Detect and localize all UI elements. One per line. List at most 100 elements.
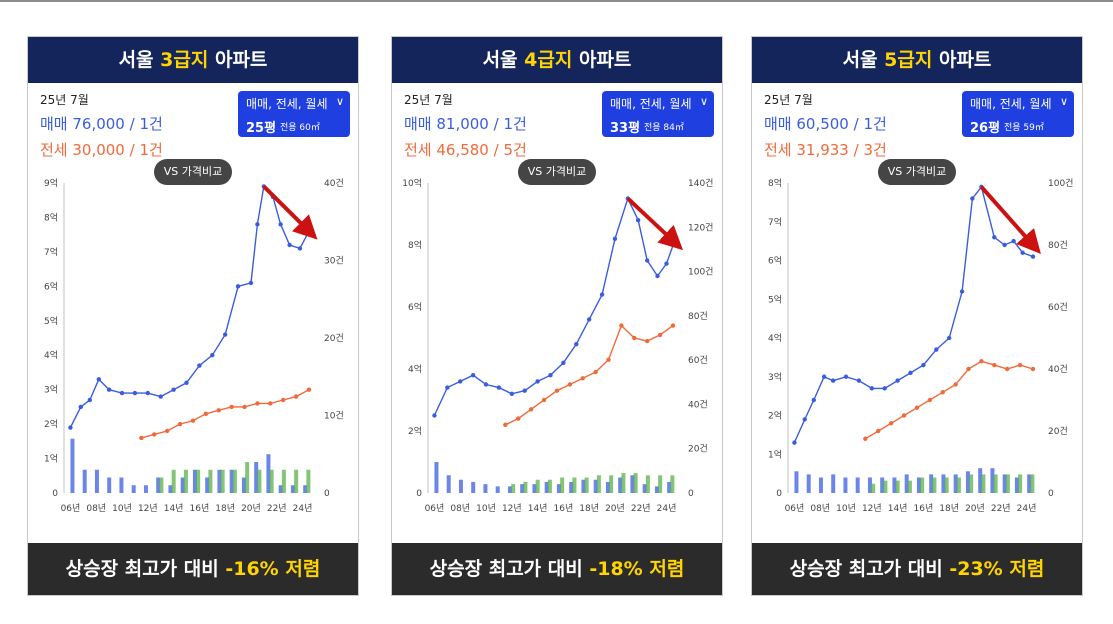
y-right-tick-label: 60건 [1048,302,1068,313]
sale-point [68,425,73,430]
sale-point [869,386,875,391]
x-tick-label: 12년 [138,503,158,514]
panel-5th-tier: 서울 5급지 아파트 25년 7월 매매 60,500 / 1건 전세 31,9… [751,36,1083,596]
volume-bar [920,477,925,493]
price-chart: 0 1억 2억 3억 4억 5억 6억 7억 8억 0 20건 40건 60건 80건 100건 06년 08년… [768,177,1073,514]
sale-point [210,353,215,358]
volume-bar [266,454,271,493]
volume-bar [1018,474,1023,493]
sale-point [235,284,241,289]
footer-percent: -16% 저렴 [225,558,321,580]
jeonse-point [1017,362,1023,368]
jeonse-point [139,435,144,441]
jeonse-point [670,323,676,328]
sale-point [946,335,952,341]
footer-percent: -23% 저렴 [949,558,1045,580]
y-right-tick-label: 30건 [324,256,344,267]
filter-types: 매매, 전세, 월세 [610,97,692,111]
top-divider [0,0,1113,2]
x-tick-label: 18년 [579,503,599,514]
volume-bar [82,469,87,493]
month-label: 25년 7월 [764,93,813,107]
y-left-tick-label: 8억 [44,211,58,223]
filter-button[interactable]: 매매, 전세, 월세 ∨ 33평 전용 84㎡ [602,91,714,137]
header-suffix: 아파트 [208,49,268,71]
price-chart: 0 1억 2억 3억 4억 5억 6억 7억 8억 9억 0 10건 20건 30건 40건 06년 08년 10… [44,177,344,514]
jeonse-point [863,436,868,441]
volume-bar [281,469,286,493]
sale-point [895,378,900,383]
volume-bar [245,462,250,493]
y-right-tick-label: 40건 [324,178,344,189]
y-right-tick-label: 0 [324,489,330,499]
volume-bar [572,477,577,493]
filter-button[interactable]: 매매, 전세, 월세 ∨ 25평 전용 60㎡ [238,91,350,137]
volume-bar [883,480,888,493]
compare-button[interactable]: VS 가격비교 [878,159,956,185]
volume-bar [929,474,934,493]
sale-price-line [793,185,1034,443]
x-tick-label: 16년 [554,503,574,514]
x-tick-label: 12년 [862,503,882,514]
jeonse-point [657,332,663,338]
volume-bar [794,471,799,493]
sale-point [496,385,502,390]
volume-bar [131,485,136,493]
jeonse-point [164,428,170,434]
sale-point [792,440,797,445]
filter-button[interactable]: 매매, 전세, 월세 ∨ 26평 전용 59㎡ [962,91,1074,137]
volume-bar [667,481,672,493]
volume-bar [1002,474,1007,493]
header-prefix: 서울 [118,49,161,71]
y-right-tick-label: 0 [688,489,694,499]
sale-point [612,236,618,241]
panel-header: 서울 5급지 아파트 [752,37,1082,83]
sale-point [184,380,189,385]
compare-button[interactable]: VS 가격비교 [154,159,232,185]
filter-area: 전용 60㎡ [280,123,320,133]
jeonse-point [242,404,247,410]
x-tick-label: 24년 [293,503,313,514]
y-right-tick-label: 140건 [688,178,713,189]
sale-point [432,413,437,418]
y-left-tick-label: 6억 [44,280,58,292]
volume-bar [855,477,860,493]
down-trend-arrow [626,197,684,251]
sale-point [934,347,939,352]
x-tick-label: 18년 [215,503,235,514]
jeonse-point [593,369,598,375]
panel-footer: 상승장 최고가 대비 -18% 저렴 [392,543,722,595]
sale-point [908,370,913,376]
volume-bar [880,477,885,493]
sale-point [158,394,163,399]
y-left-tick-label: 10억 [402,177,422,189]
sale-point [548,373,553,378]
y-right-tick-label: 40건 [688,399,708,410]
x-tick-label: 08년 [86,503,106,514]
jeonse-price: 전세 30,000 / 1건 [40,141,163,159]
volume-bar [584,477,589,493]
sale-point [197,363,202,368]
sale-point [171,387,176,392]
jeonse-point [606,357,611,362]
jeonse-point [940,390,945,395]
sale-point [1002,242,1007,248]
y-right-tick-label: 10건 [324,411,344,422]
sale-point [811,397,816,403]
volume-bar [1005,474,1010,493]
volume-bar [981,474,986,493]
jeonse-point [632,335,637,341]
x-tick-label: 06년 [785,503,805,514]
jeonse-point [979,359,984,364]
sale-point [297,246,303,251]
compare-button[interactable]: VS 가격비교 [518,159,596,185]
volume-bar [593,479,598,493]
volume-bar [208,469,213,493]
x-tick-label: 22년 [267,503,287,514]
y-left-tick-label: 1억 [44,453,58,465]
volume-bar [229,469,234,493]
sale-point [470,373,476,378]
price-chart: 0 2억 4억 6억 8억 10억 0 20건 40건 60건 80건 100건 120건 140건 06년… [402,177,713,514]
volume-bar [993,474,998,493]
volume-bar [446,475,451,493]
